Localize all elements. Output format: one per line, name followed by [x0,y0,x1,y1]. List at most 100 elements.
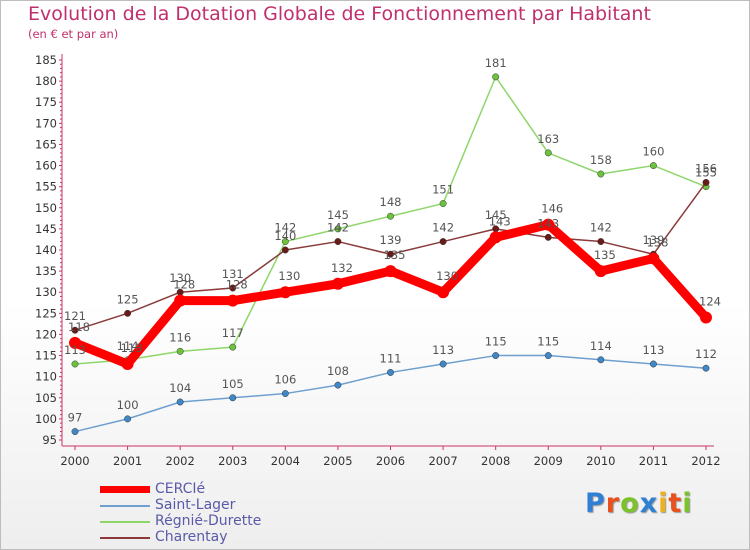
data-label: 113 [642,343,664,357]
x-tick-label: 2004 [271,454,300,468]
data-point [597,170,605,178]
data-point [492,73,500,81]
data-label: 113 [121,341,143,355]
data-label: 138 [646,235,668,249]
data-point [544,352,552,360]
legend-label: Saint-Lager [155,497,236,513]
data-point [334,225,342,233]
x-tick-label: 2010 [586,454,615,468]
data-point [702,364,710,372]
data-point [594,265,607,278]
data-label: 114 [590,339,612,353]
data-point [492,352,500,360]
data-point [226,294,239,307]
data-point [649,360,657,368]
data-label: 142 [274,221,296,235]
data-point [281,246,289,254]
data-label: 112 [695,347,717,361]
data-label: 108 [327,364,349,378]
chart-title: Evolution de la Dotation Globale de Fonc… [28,3,651,25]
data-label: 142 [327,221,349,235]
logo-letter: t [668,488,683,519]
data-label: 142 [432,221,454,235]
data-point [69,336,81,349]
data-point [71,360,79,368]
x-tick-label: 2009 [534,454,563,468]
legend-swatch [100,537,150,539]
y-tick-label: 110 [35,370,57,384]
data-label: 139 [380,233,402,247]
chart-subtitle: (en € et par an) [28,27,119,41]
legend-swatch [100,521,150,523]
data-point [649,162,657,170]
data-point [176,347,184,355]
data-label: 130 [436,269,458,283]
x-tick-label: 2000 [60,454,89,468]
data-label: 135 [594,248,616,262]
y-tick-label: 150 [35,201,57,215]
y-tick-label: 130 [35,285,57,299]
y-tick-label: 105 [35,391,57,405]
data-label: 146 [541,202,563,216]
data-label: 131 [222,267,244,281]
x-tick-label: 2005 [323,454,352,468]
data-label: 116 [169,330,191,344]
data-point [439,238,447,246]
data-point [387,212,394,220]
data-point [384,265,397,278]
y-tick-label: 140 [35,243,57,257]
x-tick-label: 2001 [113,454,142,468]
data-point [71,428,79,436]
y-tick-label: 135 [35,264,57,278]
data-point [176,398,184,406]
data-point [439,360,447,368]
y-tick-label: 165 [35,137,57,151]
data-label: 148 [380,195,402,209]
data-point [281,238,289,246]
x-tick-label: 2011 [639,454,668,468]
data-point [334,238,342,246]
data-point [124,415,132,423]
data-point [597,238,605,246]
data-label: 114 [117,339,139,353]
y-tick-label: 100 [35,412,57,426]
logo-letter: r [605,488,621,519]
data-label: 125 [117,292,139,306]
data-point [334,381,342,389]
y-tick-label: 115 [35,349,57,363]
data-point [437,286,450,299]
logo-letter: o [620,488,640,519]
axes: 95 100 105 110 115 120 125 130 135 140 145 150 155 16… [35,53,721,468]
x-tick-label: 2002 [166,454,195,468]
data-label: 121 [64,309,86,323]
data-label: 155 [695,166,717,180]
data-point [647,252,660,265]
legend-item-saint-lager: Saint-Lager [100,497,300,514]
data-label: 143 [537,216,559,230]
legend-label: Régnié-Durette [155,513,262,529]
y-tick-label: 125 [35,306,57,320]
data-point [229,343,237,351]
data-label: 113 [64,343,86,357]
y-tick-label: 170 [35,116,57,130]
data-point [489,231,502,244]
y-tick-label: 180 [35,74,57,88]
data-point [439,200,447,208]
data-point [387,250,394,258]
legend-label: Charentay [155,529,228,545]
data-label: 163 [537,132,559,146]
data-label: 117 [222,326,244,340]
data-label: 130 [169,271,191,285]
logo-letter: x [639,488,659,519]
legend-item-charentay: Charentay [100,529,300,546]
proxiti-logo: Proxiti [585,488,693,519]
legend-swatch [100,486,150,493]
data-label: 132 [331,261,353,275]
data-label: 124 [699,295,721,309]
data-label: 156 [695,161,717,175]
x-tick-label: 2007 [428,454,457,468]
data-label: 128 [173,278,195,292]
data-label: 160 [642,145,664,159]
x-tick-label: 2012 [691,454,720,468]
